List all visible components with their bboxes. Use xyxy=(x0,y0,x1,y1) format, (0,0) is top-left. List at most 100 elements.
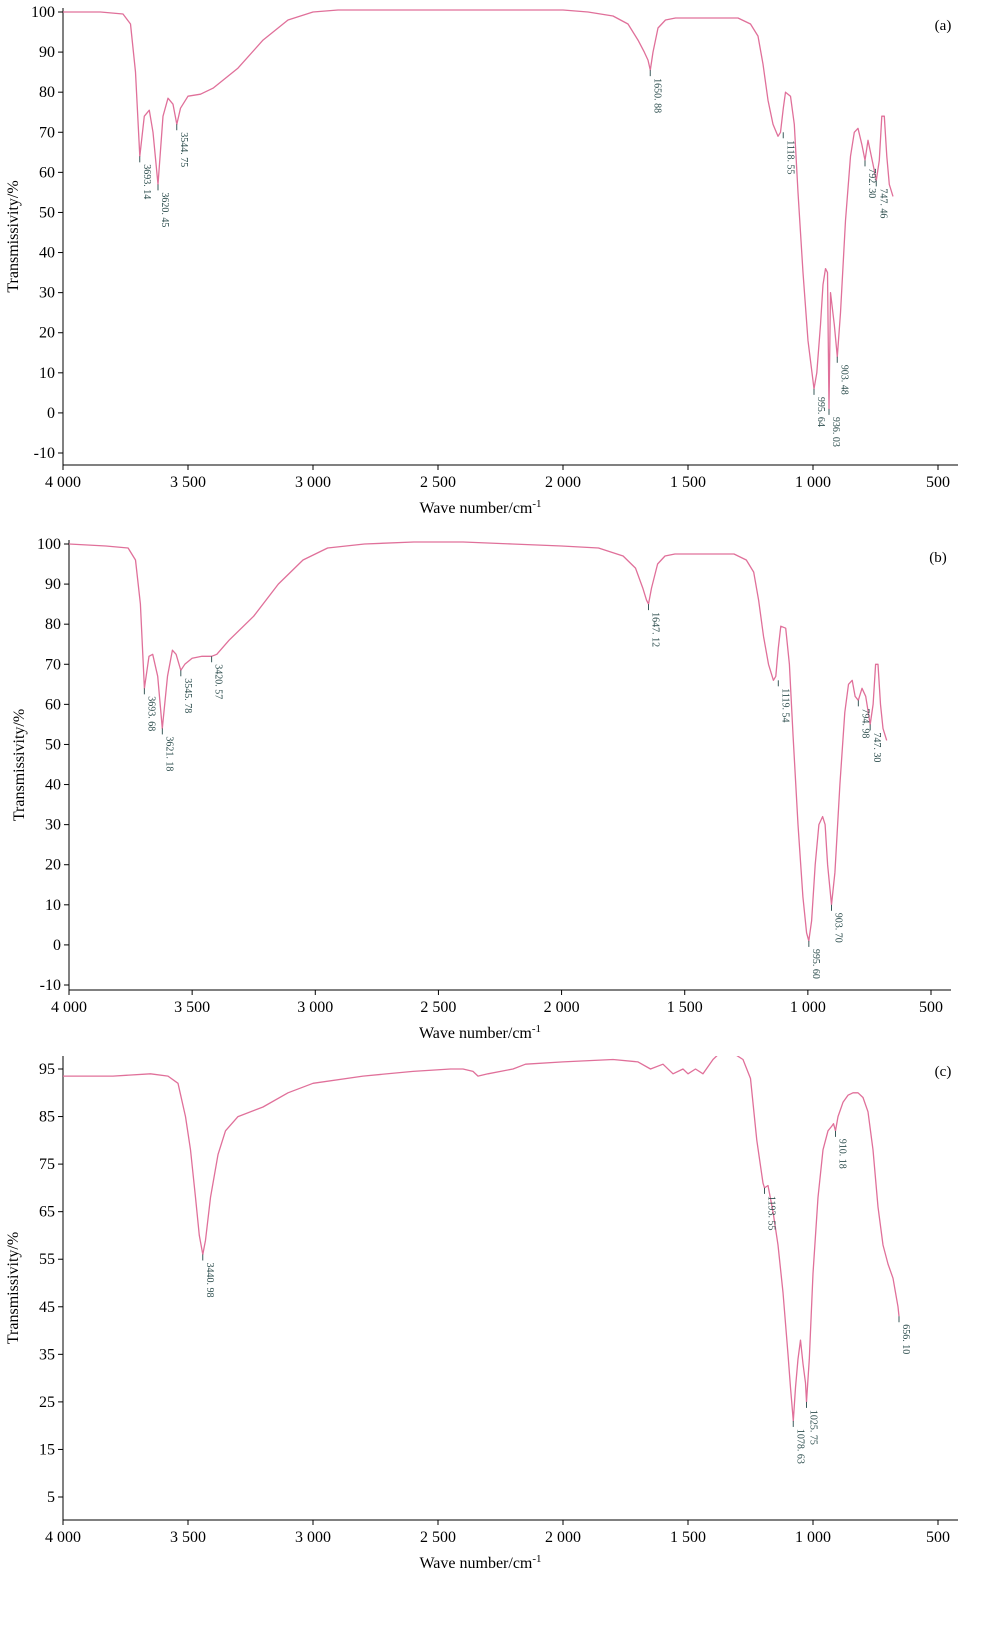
y-tick-label: 10 xyxy=(39,365,55,382)
peak-annotation: 747. 30 xyxy=(869,724,882,762)
y-tick-label: 50 xyxy=(39,204,55,221)
peak-annotation: 1078. 63 xyxy=(792,1420,805,1464)
spectrum-line xyxy=(63,9,894,410)
y-tick-label: 70 xyxy=(39,124,55,141)
y-tick-label: 90 xyxy=(45,576,61,593)
peak-annotation: 1647. 12 xyxy=(648,604,661,647)
y-tick-label: 30 xyxy=(45,817,61,834)
peak-label: 3693. 68 xyxy=(145,696,156,731)
y-axis-label: Transmissivity/% xyxy=(5,180,22,292)
peak-label: 903. 48 xyxy=(838,365,849,395)
peak-label: 3544. 75 xyxy=(178,132,189,167)
peak-annotation: 3693. 68 xyxy=(143,688,156,731)
peak-label: 794. 98 xyxy=(859,708,870,738)
peak-annotation: 1025. 75 xyxy=(806,1401,819,1445)
x-tick-label: 3 500 xyxy=(170,1529,206,1546)
panel-label: (a) xyxy=(935,18,952,34)
chart-c: 4 000 3 500 3 000 2 500 2 000 1 500 1 000 500 5 1… xyxy=(5,1056,958,1572)
peak-annotation: 1650. 88 xyxy=(649,70,662,113)
chart-b: 4 000 3 500 3 000 2 500 2 000 1 500 1 000 500-1… xyxy=(11,536,951,1042)
peak-annotation: 3621. 18 xyxy=(161,728,174,771)
peak-label: 1647. 12 xyxy=(650,612,661,647)
peak-annotation: 3420. 57 xyxy=(211,656,224,699)
peak-annotation: 903. 48 xyxy=(836,356,849,395)
x-tick-label: 1 000 xyxy=(790,999,826,1016)
y-tick-label: -10 xyxy=(34,445,55,462)
peak-label: 1119. 54 xyxy=(779,688,790,722)
y-tick-label: 25 xyxy=(39,1394,55,1411)
peak-label: 3621. 18 xyxy=(163,736,174,771)
y-axis-label: Transmissivity/% xyxy=(5,1232,22,1344)
y-tick-label: 5 xyxy=(47,1489,55,1506)
y-tick-label: 95 xyxy=(39,1061,55,1078)
peak-annotation: 656. 10 xyxy=(898,1316,911,1354)
x-tick-label: 3 500 xyxy=(174,999,210,1016)
y-tick-label: 80 xyxy=(39,84,55,101)
peak-annotation: 747. 46 xyxy=(875,180,888,218)
x-axis-label: Wave number/cm-1 xyxy=(419,498,541,517)
x-axis-label: Wave number/cm-1 xyxy=(419,1023,541,1042)
y-tick-label: 70 xyxy=(45,656,61,673)
peak-label: 1025. 75 xyxy=(808,1410,819,1445)
peak-annotation: 3545. 78 xyxy=(180,670,193,713)
y-tick-label: 100 xyxy=(31,4,55,21)
y-tick-label: 0 xyxy=(47,405,55,422)
peak-label: 3620. 45 xyxy=(159,192,170,227)
y-tick-label: 90 xyxy=(39,44,55,61)
peak-label: 903. 70 xyxy=(833,913,844,943)
y-tick-label: 55 xyxy=(39,1251,55,1268)
y-tick-label: 60 xyxy=(45,696,61,713)
y-tick-label: 40 xyxy=(45,777,61,794)
peak-label: 1650. 88 xyxy=(651,78,662,113)
x-tick-label: 500 xyxy=(926,1529,950,1546)
x-tick-label: 1 500 xyxy=(670,474,706,491)
x-tick-label: 4 000 xyxy=(51,999,87,1016)
peak-annotation: 794. 98 xyxy=(857,700,870,738)
peak-annotation: 3620. 45 xyxy=(157,184,170,227)
x-tick-label: 3 500 xyxy=(170,474,206,491)
peak-annotation: 936. 03 xyxy=(828,408,841,447)
x-tick-label: 1 500 xyxy=(670,1529,706,1546)
peak-label: 1193. 55 xyxy=(766,1196,777,1231)
peak-annotation: 1193. 55 xyxy=(764,1187,777,1231)
x-tick-label: 2 500 xyxy=(420,999,456,1016)
x-tick-label: 4 000 xyxy=(45,474,81,491)
peak-annotation: 3693. 14 xyxy=(139,156,152,199)
x-axis-label: Wave number/cm-1 xyxy=(419,1553,541,1572)
peak-label: 3440. 98 xyxy=(204,1263,215,1298)
peak-annotation: 995. 64 xyxy=(813,388,826,427)
y-tick-label: 20 xyxy=(39,325,55,342)
peak-label: 995. 60 xyxy=(810,949,821,979)
y-tick-label: 30 xyxy=(39,285,55,302)
y-tick-label: 0 xyxy=(53,937,61,954)
peak-label: 3545. 78 xyxy=(182,678,193,713)
y-tick-label: -10 xyxy=(40,977,61,994)
peak-label: 1118. 55 xyxy=(784,140,795,174)
y-axis-label: Transmissivity/% xyxy=(11,709,28,821)
y-tick-label: 75 xyxy=(39,1156,55,1173)
peak-label: 747. 46 xyxy=(877,188,888,218)
peak-label: 1078. 63 xyxy=(794,1429,805,1464)
peak-annotation: 995. 60 xyxy=(808,940,821,979)
x-tick-label: 3 000 xyxy=(295,1529,331,1546)
peak-annotation: 3544. 75 xyxy=(176,124,189,167)
spectrum-line xyxy=(63,1056,900,1422)
peak-label: 910. 18 xyxy=(837,1139,848,1169)
peak-label: 936. 03 xyxy=(830,417,841,447)
peak-annotation: 1118. 55 xyxy=(782,132,795,175)
panel-label: (b) xyxy=(929,550,947,566)
x-tick-label: 1 000 xyxy=(795,474,831,491)
y-tick-label: 15 xyxy=(39,1441,55,1458)
peak-annotation: 903. 70 xyxy=(831,904,844,943)
chart-a: 4 000 3 500 3 000 2 500 2 000 1 500 1 000 500-1… xyxy=(5,4,958,517)
peak-annotation: 1119. 54 xyxy=(777,680,790,723)
peak-annotation: 910. 18 xyxy=(835,1130,848,1169)
y-tick-label: 40 xyxy=(39,245,55,262)
y-tick-label: 100 xyxy=(37,536,61,553)
y-tick-label: 20 xyxy=(45,857,61,874)
peak-annotation: 792. 30 xyxy=(864,160,877,198)
x-tick-label: 2 000 xyxy=(544,999,580,1016)
peak-label: 747. 30 xyxy=(871,732,882,762)
y-tick-label: 85 xyxy=(39,1109,55,1126)
